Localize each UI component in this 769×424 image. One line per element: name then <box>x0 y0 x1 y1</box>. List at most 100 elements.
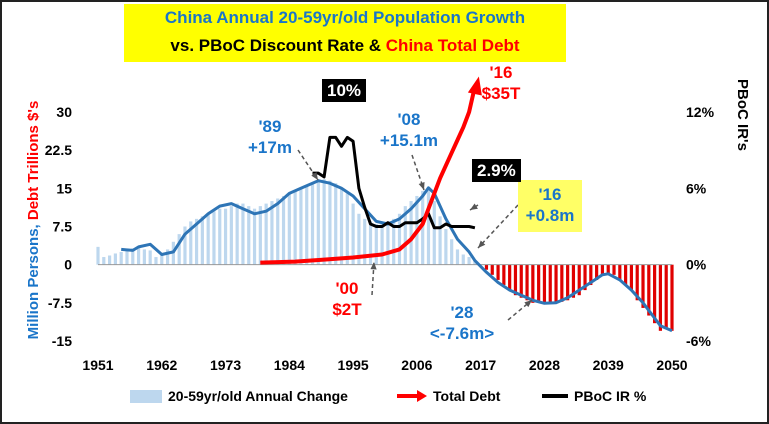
bar <box>96 246 100 265</box>
annotation-arrows <box>297 149 533 321</box>
annotation-ir-2016: 2.9% <box>472 159 521 182</box>
bar <box>281 195 286 265</box>
y-left-tick: -7.5 <box>48 295 72 311</box>
x-tick: 2028 <box>529 357 560 373</box>
bar <box>235 203 239 265</box>
right-axis-title: PBoC IR's <box>734 79 751 151</box>
bar <box>368 221 373 265</box>
x-tick: 2039 <box>593 357 624 373</box>
bar <box>450 239 454 265</box>
bar <box>426 187 431 265</box>
bar <box>618 264 622 280</box>
bar <box>165 249 170 265</box>
arrow-2028-head <box>524 300 532 308</box>
y-left-tick: -15 <box>52 333 72 349</box>
bar <box>276 198 280 265</box>
y-right-tick: -6% <box>686 333 711 349</box>
bar <box>148 250 152 265</box>
bar <box>595 264 599 280</box>
y-right-tick: 12% <box>686 104 715 120</box>
bar <box>647 264 651 316</box>
bar <box>328 180 332 265</box>
bar <box>542 264 547 304</box>
legend-item-bars: 20-59yr/old Annual Change <box>130 388 348 404</box>
y-left-tick: 7.5 <box>53 219 73 235</box>
bar <box>612 264 616 275</box>
bar <box>409 201 413 265</box>
bar <box>374 223 378 265</box>
bar <box>113 253 117 265</box>
bar <box>160 254 164 265</box>
y-left-tick: 30 <box>56 104 72 120</box>
bar <box>461 254 465 265</box>
bar <box>600 264 605 275</box>
pboc-ir-line <box>312 135 476 230</box>
legend-item-debt: Total Debt <box>395 388 500 404</box>
bar <box>519 264 523 298</box>
bar <box>583 264 587 291</box>
bar <box>392 218 396 265</box>
bar <box>108 255 112 265</box>
bar <box>131 248 135 265</box>
bar <box>264 203 268 265</box>
bar <box>653 264 657 324</box>
x-tick: 1995 <box>338 357 369 373</box>
legend-swatch-debt <box>397 390 427 402</box>
total-debt-arrowhead <box>467 76 482 96</box>
bar <box>566 264 570 301</box>
x-tick: 2050 <box>656 357 687 373</box>
bar <box>310 183 315 265</box>
bar <box>334 183 338 265</box>
arrow-1989-head <box>311 172 318 180</box>
bar <box>571 264 576 298</box>
bars-group <box>96 179 674 331</box>
annotation-1989: '89 +17m <box>248 117 292 157</box>
bar <box>490 264 494 275</box>
left-axis-title: Million Persons, Debt Trillions $'s <box>25 101 42 340</box>
bar <box>577 264 581 296</box>
arrow-2016-pop <box>477 204 519 249</box>
arrow-2008-head <box>418 182 425 190</box>
bar <box>670 264 674 331</box>
ticks-group: 30 22.5 15 7.5 0 -7.5 -15 12% 6% 0% -6% 1951 1962 197… <box>45 104 715 373</box>
arrow-2000-debt <box>371 261 375 296</box>
bar <box>560 264 564 302</box>
bar <box>247 206 251 265</box>
bar <box>119 251 123 265</box>
y-left-tick: 0 <box>64 257 72 273</box>
x-tick: 1962 <box>146 357 177 373</box>
bar <box>154 257 158 265</box>
bar <box>305 185 309 265</box>
bar <box>206 213 210 265</box>
bar <box>183 226 187 265</box>
bar <box>397 213 402 265</box>
bar <box>537 264 541 303</box>
annotation-2016-debt: '16 $35T <box>481 63 521 103</box>
annotation-ir-peak: 10% <box>322 79 367 102</box>
bar <box>548 264 552 303</box>
bar <box>380 223 384 265</box>
bar <box>351 203 355 265</box>
bar <box>508 264 512 291</box>
bar <box>386 221 390 265</box>
bar <box>142 249 146 265</box>
bar <box>589 264 593 286</box>
chart-subtitle: vs. PBoC Discount Rate & China Total Deb… <box>170 36 520 55</box>
bar <box>664 264 668 329</box>
bar <box>252 208 257 265</box>
annotation-2008: '08 +15.1m <box>379 110 439 150</box>
legend-swatch-bars <box>130 390 162 403</box>
annotation-2000-debt: '00 $2T <box>332 279 362 319</box>
y-right-tick: 6% <box>686 180 707 196</box>
bar <box>421 190 425 265</box>
bar <box>136 247 141 265</box>
bar <box>270 201 274 265</box>
bar <box>200 216 204 265</box>
bar <box>513 264 518 296</box>
x-tick: 1973 <box>210 357 241 373</box>
bar <box>502 264 506 286</box>
bar <box>444 229 448 265</box>
bar <box>212 211 216 265</box>
